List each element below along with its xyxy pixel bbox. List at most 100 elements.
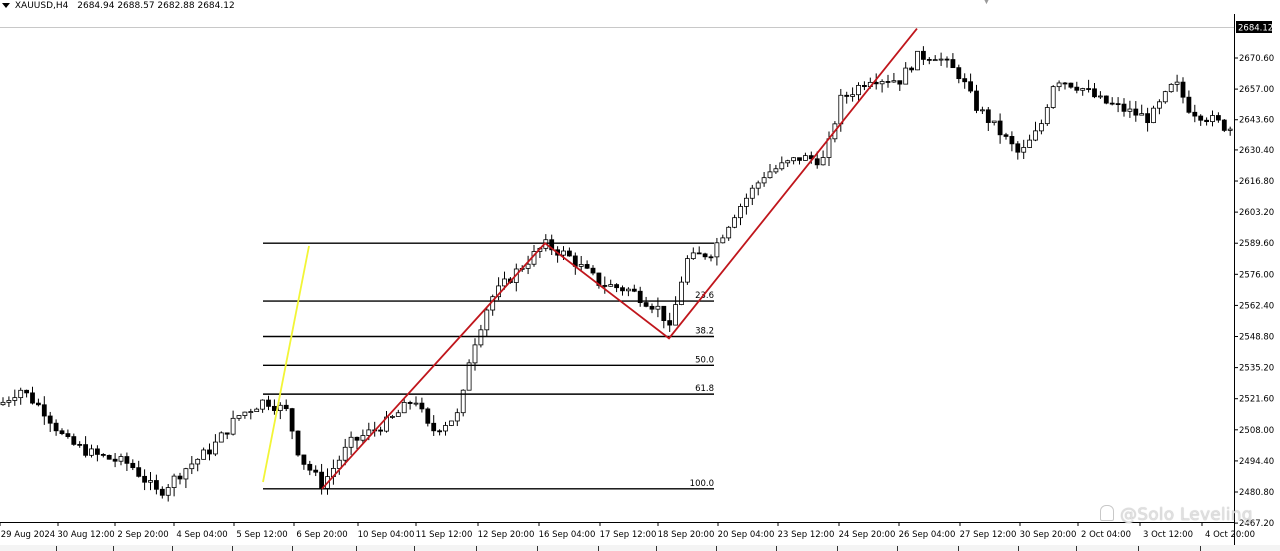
bullish-candle <box>248 411 254 413</box>
bearish-candle <box>431 422 437 432</box>
bearish-candle <box>142 475 148 483</box>
time-label: 6 Sep 20:00 <box>296 530 347 540</box>
price-label: 2467.20 <box>1239 519 1274 529</box>
bullish-candle <box>260 399 266 410</box>
bearish-candle <box>1115 103 1121 106</box>
bearish-candle <box>378 429 384 432</box>
time-label: 24 Sep 20:00 <box>839 530 896 540</box>
time-label: 27 Sep 12:00 <box>960 530 1017 540</box>
bearish-candle <box>437 430 443 433</box>
bearish-candle <box>844 94 850 97</box>
price-label: 2508.00 <box>1239 426 1274 436</box>
time-label: 2 Sep 20:00 <box>117 530 168 540</box>
bearish-candle <box>1186 96 1192 113</box>
bullish-candle <box>89 448 94 456</box>
bullish-candle <box>850 94 855 97</box>
bullish-candle <box>761 177 767 184</box>
symbol-dropdown-icon[interactable] <box>2 3 10 8</box>
time-label: 16 Sep 04:00 <box>539 530 596 540</box>
bearish-candle <box>24 389 30 394</box>
bullish-candle <box>720 237 726 244</box>
bearish-candle <box>1145 113 1150 124</box>
bullish-candle <box>12 397 18 401</box>
time-label: 30 Sep 20:00 <box>1020 530 1077 540</box>
price-label: 2521.60 <box>1239 395 1274 405</box>
bullish-candle <box>578 264 584 267</box>
bearish-candle <box>631 288 637 292</box>
price-label: 2643.60 <box>1239 116 1274 126</box>
bearish-candle <box>956 67 962 80</box>
bullish-candle <box>726 226 732 239</box>
horizontal-scrollbar[interactable] <box>0 545 1280 551</box>
bearish-candle <box>590 267 596 274</box>
time-label: 4 Oct 20:00 <box>1205 530 1255 540</box>
bearish-candle <box>926 58 932 61</box>
bearish-candle <box>985 109 991 123</box>
bullish-candle <box>655 305 661 310</box>
bullish-candle <box>413 402 419 405</box>
bearish-candle <box>921 50 926 60</box>
bullish-candle <box>1139 113 1145 116</box>
bullish-candle <box>18 389 24 399</box>
time-label: 18 Sep 20:00 <box>658 530 715 540</box>
fibonacci-retracement[interactable]: 23.6 38.2 50.0 61.8 100.0 <box>263 242 714 490</box>
time-label: 10 Sep 04:00 <box>358 530 415 540</box>
bearish-candle <box>65 433 71 437</box>
bullish-candle <box>1210 115 1215 123</box>
symbol-label: XAUUSD,H4 <box>14 1 69 11</box>
bullish-candle <box>1027 139 1032 148</box>
bullish-candle <box>803 155 808 161</box>
bullish-candle <box>395 412 401 417</box>
bearish-candle <box>814 158 820 166</box>
yellow-trendline[interactable] <box>262 245 310 483</box>
ohlc-values: 2684.94 2688.57 2682.88 2684.12 <box>77 1 235 11</box>
bearish-candle <box>909 67 914 71</box>
bullish-candle <box>785 160 791 164</box>
chart-header: XAUUSD,H4 2684.94 2688.57 2682.88 2684.1… <box>2 1 235 11</box>
bullish-candle <box>626 288 631 292</box>
price-label: 2480.80 <box>1239 488 1274 498</box>
bullish-candle <box>932 59 938 62</box>
bearish-candle <box>124 456 130 464</box>
bearish-candle <box>1068 82 1074 88</box>
bullish-candle <box>1039 123 1044 132</box>
bullish-candle <box>820 157 826 166</box>
chevron-down-icon[interactable]: ▼ <box>983 0 990 6</box>
bullish-candle <box>732 217 737 228</box>
bearish-candle <box>59 430 65 435</box>
bearish-candle <box>266 399 271 407</box>
bullish-candle <box>738 206 743 219</box>
price-label: 2576.00 <box>1239 270 1274 280</box>
time-label: 11 Sep 12:00 <box>416 530 473 540</box>
bullish-candle <box>236 415 242 419</box>
bearish-candle <box>862 84 867 88</box>
time-label: 3 Oct 12:00 <box>1143 530 1193 540</box>
bearish-candle <box>307 463 313 471</box>
bearish-candle <box>1109 102 1115 105</box>
bullish-candle <box>448 420 454 426</box>
bearish-candle <box>1086 88 1091 90</box>
bullish-candle <box>118 456 124 462</box>
price-label: 2603.20 <box>1239 208 1274 218</box>
price-label: 2494.40 <box>1239 457 1274 467</box>
bullish-candle <box>478 329 484 346</box>
bearish-candle <box>83 444 88 456</box>
bullish-candle <box>773 168 779 173</box>
bullish-candle <box>277 404 283 411</box>
bearish-candle <box>130 462 136 469</box>
bullish-candle <box>189 463 195 470</box>
bullish-candle <box>6 400 12 403</box>
bearish-candle <box>620 287 625 292</box>
zigzag-line[interactable] <box>321 27 918 490</box>
bullish-candle <box>991 120 997 123</box>
bearish-candle <box>584 264 590 269</box>
bearish-candle <box>643 302 649 307</box>
bearish-candle <box>41 404 47 417</box>
bearish-candle <box>667 320 673 326</box>
bullish-candle <box>401 402 407 414</box>
bullish-candle <box>744 197 749 207</box>
bearish-candle <box>301 454 307 465</box>
bullish-candle <box>779 162 785 170</box>
